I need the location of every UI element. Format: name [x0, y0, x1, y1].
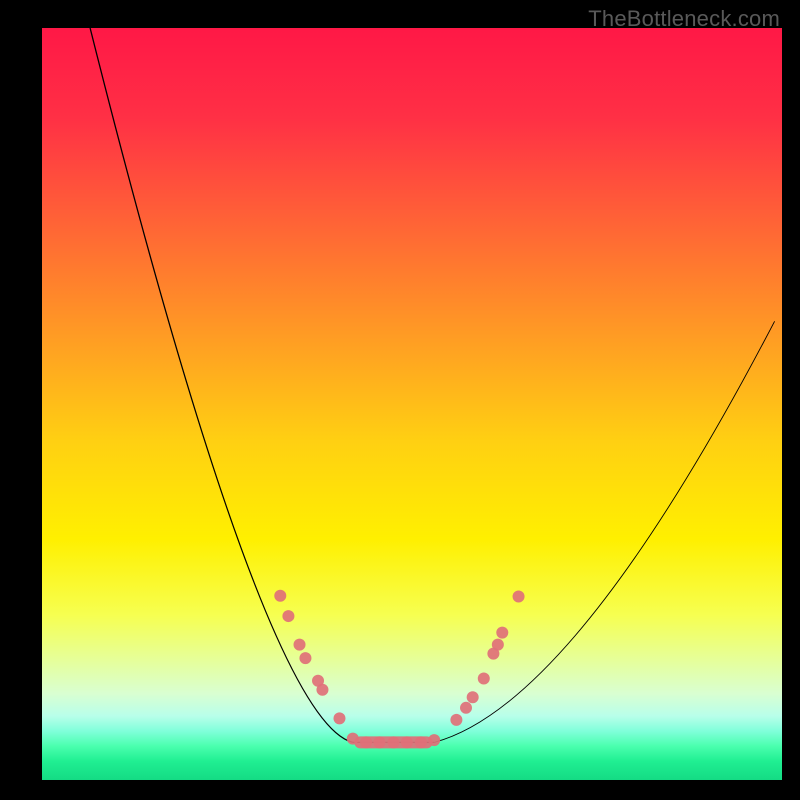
plot-svg	[42, 28, 782, 780]
marker-point	[333, 712, 345, 724]
chart-root: TheBottleneck.com	[0, 0, 800, 800]
marker-point	[347, 733, 359, 745]
watermark-text: TheBottleneck.com	[588, 6, 780, 32]
marker-point	[478, 672, 490, 684]
marker-point	[450, 714, 462, 726]
marker-point	[415, 736, 427, 748]
marker-point	[299, 652, 311, 664]
marker-point	[513, 591, 525, 603]
marker-point	[460, 702, 472, 714]
marker-point	[388, 736, 400, 748]
plot-background	[42, 28, 782, 780]
marker-point	[274, 590, 286, 602]
marker-point	[282, 610, 294, 622]
marker-point	[316, 684, 328, 696]
marker-point	[428, 734, 440, 746]
marker-point	[467, 691, 479, 703]
plot-frame	[42, 28, 782, 780]
marker-point	[496, 627, 508, 639]
marker-point	[401, 736, 413, 748]
marker-point	[373, 736, 385, 748]
marker-point	[294, 639, 306, 651]
marker-point	[360, 736, 372, 748]
marker-point	[492, 639, 504, 651]
